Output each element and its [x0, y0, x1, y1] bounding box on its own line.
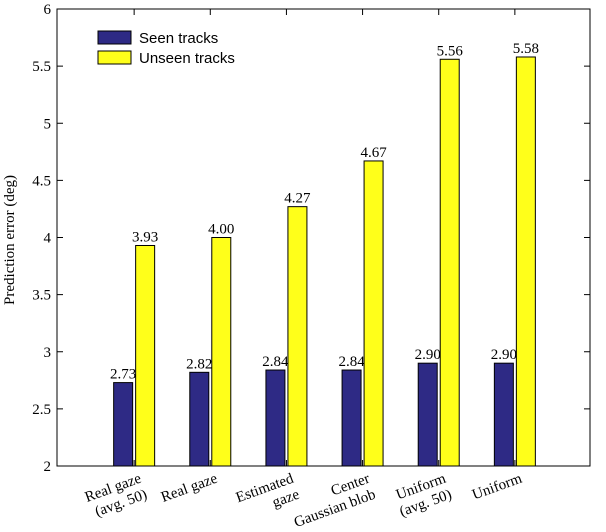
data-label-unseen-2: 4.00 — [208, 222, 234, 238]
data-label-seen-5: 2.90 — [415, 347, 441, 363]
y-tick-label: 5 — [44, 116, 52, 132]
x-category-label-2: Real gaze — [159, 471, 220, 506]
y-tick-label: 6 — [44, 2, 52, 18]
y-tick-label: 4.5 — [32, 173, 51, 189]
x-category-line: Uniform — [470, 471, 524, 504]
data-label-seen-3: 2.84 — [262, 354, 289, 370]
y-tick-label: 3 — [44, 345, 52, 361]
legend: Seen tracks Unseen tracks — [97, 30, 235, 67]
bar-seen-3 — [265, 369, 286, 467]
legend-label-2: Unseen tracks — [139, 50, 235, 67]
y-axis: 22.533.544.555.56 — [32, 2, 590, 475]
bar-seen-5 — [417, 362, 438, 467]
legend-label-1: Seen tracks — [139, 30, 218, 47]
bar-unseen-2 — [211, 237, 232, 467]
y-tick-label: 5.5 — [32, 59, 51, 75]
data-label-unseen-5: 5.56 — [437, 43, 464, 59]
bar-seen-1 — [113, 382, 134, 467]
bar-unseen-3 — [287, 206, 308, 467]
data-label-unseen-3: 4.27 — [284, 191, 311, 207]
y-tick-label: 2 — [44, 459, 52, 475]
bar-seen-2 — [189, 371, 210, 467]
bar-unseen-1 — [135, 244, 156, 467]
data-label-unseen-6: 5.58 — [513, 41, 539, 57]
x-category-label-1: Real gaze(avg. 50) — [83, 471, 149, 521]
y-axis-label: Prediction error (deg) — [2, 175, 18, 305]
legend-swatch-2 — [97, 50, 132, 65]
bar-seen-6 — [493, 362, 514, 467]
data-label-unseen-4: 4.67 — [360, 145, 387, 161]
data-label-seen-4: 2.84 — [338, 354, 365, 370]
x-category-label-6: Uniform — [470, 471, 524, 504]
x-category-label-5: Uniform(avg. 50) — [394, 471, 454, 521]
bars: 2.73 3.93 2.82 4.00 2.84 4.27 2.84 4.67 2.90 5.56… — [110, 41, 539, 467]
data-label-unseen-1: 3.93 — [132, 229, 158, 245]
bar-unseen-5 — [439, 58, 460, 467]
data-label-seen-6: 2.90 — [491, 347, 517, 363]
y-tick-label: 4 — [44, 231, 52, 247]
y-tick-label: 3.5 — [32, 288, 51, 304]
data-label-seen-1: 2.73 — [110, 367, 136, 383]
data-label-seen-2: 2.82 — [186, 356, 212, 372]
bar-seen-4 — [341, 369, 362, 467]
x-category-line: Real gaze — [159, 471, 220, 506]
bar-unseen-6 — [515, 56, 536, 467]
legend-swatch-1 — [97, 30, 132, 45]
y-tick-label: 2.5 — [32, 402, 51, 418]
bar-unseen-4 — [363, 160, 384, 467]
